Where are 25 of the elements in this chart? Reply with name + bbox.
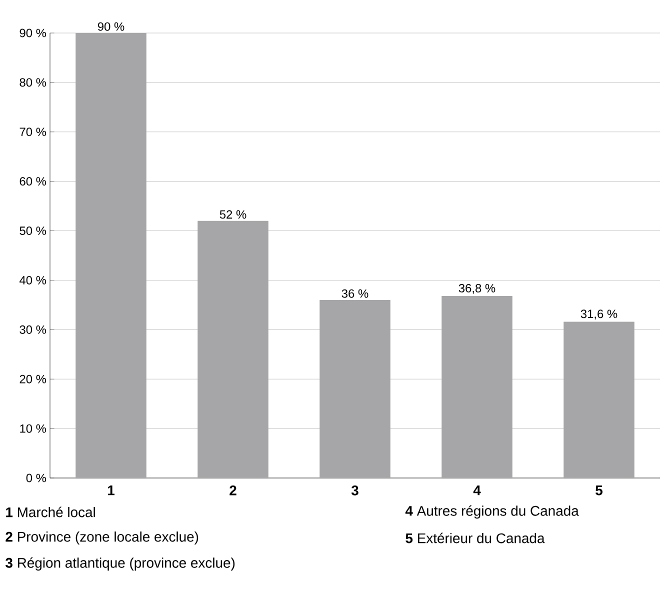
y-tick-label: 10 % (20, 424, 46, 433)
x-tick-label: 4 (473, 486, 481, 496)
y-tick-label: 80 % (20, 78, 46, 87)
data-label: 31,6 % (580, 310, 618, 320)
x-tick-label: 2 (230, 486, 236, 496)
text: 3 Région atlantique (province exclue) (6, 557, 235, 571)
y-tick-label: 0 % (26, 474, 46, 482)
data-label: 36,8 % (458, 284, 496, 294)
x-tick-label: 3 (351, 486, 358, 496)
y-tick-label: 50 % (20, 226, 46, 235)
data-label: 90 % (98, 22, 124, 31)
x-tick-label: 1 (108, 486, 114, 496)
text: 4 Autres régions du Canada (405, 505, 579, 519)
text: 5 Extérieur du Canada (406, 532, 545, 544)
data-label: 52 % (220, 210, 246, 219)
y-tick-label: 60 % (20, 177, 46, 186)
y-tick-label: 90 % (20, 28, 46, 38)
text: 1 Marché local (6, 506, 95, 518)
x-tick-label: 5 (596, 486, 602, 496)
data-label: 36 % (342, 289, 368, 298)
y-tick-label: 30 % (20, 325, 46, 334)
y-tick-label: 40 % (20, 276, 46, 284)
text: 2 Province (zone locale exclue) (6, 532, 198, 544)
y-tick-label: 20 % (20, 374, 46, 384)
y-tick-label: 70 % (20, 128, 46, 136)
